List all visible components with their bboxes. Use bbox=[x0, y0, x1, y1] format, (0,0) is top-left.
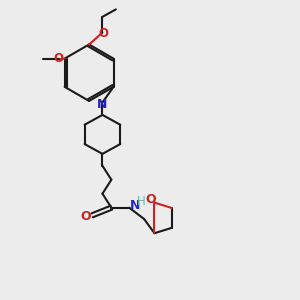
Text: N: N bbox=[130, 199, 140, 212]
Text: O: O bbox=[98, 27, 108, 40]
Text: N: N bbox=[97, 98, 108, 111]
Text: H: H bbox=[136, 195, 146, 208]
Text: O: O bbox=[81, 210, 92, 224]
Text: O: O bbox=[53, 52, 64, 65]
Text: O: O bbox=[146, 193, 156, 206]
